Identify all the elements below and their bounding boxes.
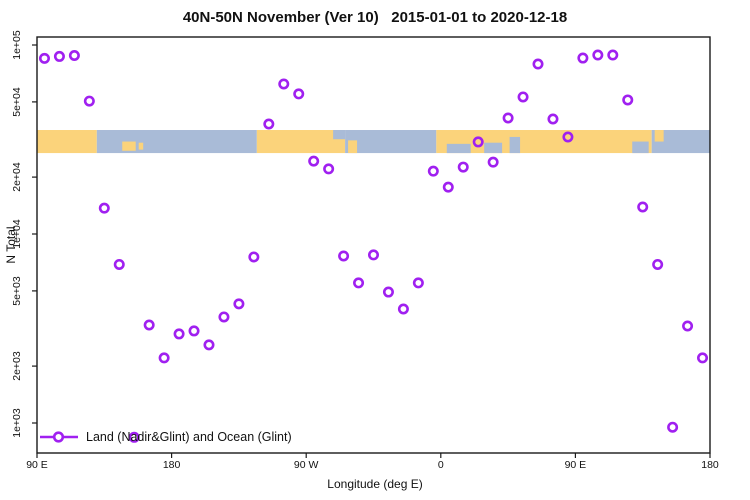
data-point [173, 328, 185, 340]
data-point [353, 277, 365, 289]
map-band-patch-land [654, 130, 664, 142]
data-point [382, 286, 394, 298]
data-point [457, 161, 469, 173]
map-band-segment-land [256, 130, 346, 154]
y-tick-label: 2e+04 [11, 162, 23, 192]
x-tick-label: 90 W [293, 459, 319, 471]
data-point [308, 155, 320, 167]
data-point [637, 201, 649, 213]
data-point [188, 325, 200, 337]
x-tick-label: 180 [701, 459, 719, 471]
map-band-segment-ocean [651, 130, 710, 154]
data-point [412, 277, 424, 289]
map-band-patch-ocean [484, 142, 503, 154]
data-point [487, 156, 499, 168]
data-point [607, 49, 619, 61]
data-point [592, 49, 604, 61]
x-tick-label: 90 E [564, 459, 587, 471]
map-band-patch-ocean [333, 130, 346, 140]
data-point [293, 88, 305, 100]
y-tick-label: 1e+05 [11, 30, 23, 60]
data-point [427, 165, 439, 177]
map-band-patch-ocean [509, 136, 521, 154]
data-point [53, 50, 65, 62]
data-point [338, 250, 350, 262]
data-point [532, 58, 544, 70]
data-point [323, 163, 335, 175]
data-point [397, 303, 409, 315]
data-point [83, 95, 95, 107]
map-band-patch-land [138, 142, 144, 150]
legend-marker-icon [52, 431, 65, 443]
data-point [263, 118, 275, 130]
page-title: 40N-50N November (Ver 10) 2015-01-01 to … [182, 9, 568, 26]
data-point [562, 131, 574, 143]
y-tick-label: 2e+03 [11, 351, 23, 381]
data-point [697, 352, 709, 364]
data-point [218, 311, 230, 323]
data-point [577, 52, 589, 64]
data-point [233, 298, 245, 310]
data-point [622, 94, 634, 106]
data-point [158, 352, 170, 364]
data-point [442, 181, 454, 193]
map-band-segment-land [37, 130, 97, 154]
x-tick-label: 180 [162, 459, 181, 471]
data-point [38, 52, 50, 64]
map-band-segment-ocean [96, 130, 257, 154]
data-point [547, 113, 559, 125]
y-tick-label: 5e+04 [11, 87, 23, 117]
map-band-patch-ocean [446, 143, 471, 154]
map-band-segment-ocean [345, 130, 437, 154]
y-tick-label: 1e+04 [11, 219, 23, 249]
data-point [68, 49, 80, 61]
y-tick-label: 1e+03 [11, 408, 23, 438]
map-band-patch-land [348, 140, 358, 154]
data-point [203, 339, 215, 351]
map-band-patch-ocean [632, 141, 649, 154]
y-tick-label: 5e+03 [11, 276, 23, 306]
data-point [517, 91, 529, 103]
data-point [98, 202, 110, 214]
data-point [278, 78, 290, 90]
data-point [367, 249, 379, 261]
legend-label: Land (Nadir&Glint) and Ocean (Glint) [86, 430, 292, 444]
data-point [143, 319, 155, 331]
data-point [667, 421, 679, 433]
data-point [472, 136, 484, 148]
data-point [248, 251, 260, 263]
x-tick-label: 0 [437, 459, 444, 471]
data-point [113, 258, 125, 270]
data-point [128, 431, 140, 443]
plot-border [36, 36, 711, 454]
data-point [502, 112, 514, 124]
x-tick-label: 90 E [26, 459, 48, 471]
x-axis-title: Longitude (deg E) [327, 477, 423, 491]
data-point [682, 320, 694, 332]
map-band-patch-land [122, 141, 136, 151]
data-point [652, 258, 664, 270]
